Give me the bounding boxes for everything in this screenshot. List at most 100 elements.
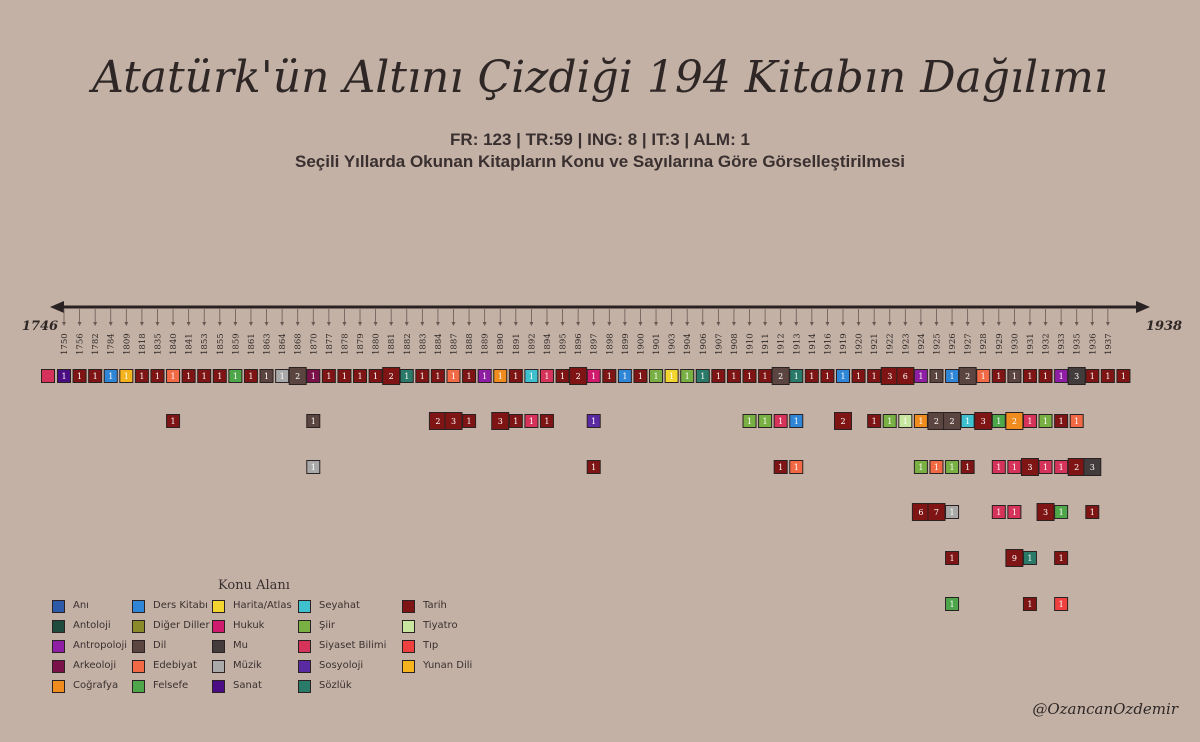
tile — [617, 369, 632, 383]
chart-subtitle: FR: 123 | TR:59 | ING: 8 | IT:3 | ALM: 1 — [450, 130, 750, 149]
year-label: 1922 — [886, 333, 896, 355]
tile — [1067, 367, 1086, 385]
tile-count-label: 1 — [404, 372, 409, 381]
tile — [820, 369, 835, 383]
year-label: 1925 — [932, 333, 942, 355]
year-label: 1898 — [605, 333, 615, 355]
tile-count-label: 1 — [778, 463, 783, 472]
tile-count-label: 1 — [840, 372, 845, 381]
tile-count-label: 1 — [794, 417, 799, 426]
tile — [119, 369, 134, 383]
tile — [508, 414, 523, 428]
legend-label: Harita/Atlas — [233, 600, 292, 611]
year-tick-arrow — [1090, 322, 1095, 326]
year-label: 1863 — [263, 333, 273, 355]
legend-label: Sanat — [233, 680, 262, 691]
year-label: 1864 — [278, 333, 288, 355]
tile-count-label: 1 — [1059, 508, 1064, 517]
legend-swatch — [402, 660, 415, 673]
tile — [103, 369, 118, 383]
tile-count-label: 1 — [996, 372, 1001, 381]
tile — [991, 505, 1006, 519]
year-tick-arrow — [171, 322, 176, 326]
legend-label: Mu — [233, 640, 248, 651]
tile — [773, 414, 788, 428]
year-label: 1888 — [465, 333, 475, 355]
tile-count-label: 1 — [139, 372, 144, 381]
year-tick-arrow — [669, 322, 674, 326]
year-label: 1897 — [590, 333, 600, 355]
year-label: 1750 — [60, 333, 70, 355]
axis-end-label: 1938 — [1146, 319, 1182, 334]
tile — [166, 369, 181, 383]
year-label: 1932 — [1042, 333, 1052, 355]
tile — [586, 414, 601, 428]
year-label: 1859 — [231, 333, 241, 355]
year-tick-arrow — [482, 322, 487, 326]
year-label: 1840 — [169, 333, 179, 355]
tile — [958, 367, 977, 385]
tile — [789, 414, 804, 428]
tile-count-label: 1 — [264, 372, 269, 381]
year-label: 1894 — [543, 333, 553, 355]
tile — [758, 369, 773, 383]
year-label: 1891 — [512, 333, 522, 355]
year-label: 1818 — [138, 333, 148, 355]
tile-count-label: 1 — [1012, 508, 1017, 517]
year-label: 1919 — [839, 333, 849, 355]
legend-label: Coğrafya — [73, 680, 119, 691]
tile — [1038, 414, 1053, 428]
tile — [929, 369, 944, 383]
tile-count-label: 1 — [155, 372, 160, 381]
tile-count-label: 1 — [950, 463, 955, 472]
legend-swatch — [298, 680, 311, 693]
tile — [166, 414, 181, 428]
tile — [789, 369, 804, 383]
year-tick-arrow — [576, 322, 581, 326]
year-label: 1889 — [481, 333, 491, 355]
year-label: 1921 — [870, 333, 880, 355]
tile-count-label: 1 — [202, 372, 207, 381]
tile-count-label: 1 — [233, 372, 238, 381]
tile — [508, 369, 523, 383]
tile — [991, 460, 1006, 474]
tile-count-label: 1 — [544, 372, 549, 381]
tile-count-label: 1 — [872, 372, 877, 381]
year-label: 1929 — [995, 333, 1005, 355]
tile — [288, 367, 307, 385]
tile — [602, 369, 617, 383]
tile — [726, 369, 741, 383]
year-tick-arrow — [373, 322, 378, 326]
tile-count-label: 1 — [529, 372, 534, 381]
tile — [882, 414, 897, 428]
legend-label: Seyahat — [319, 600, 360, 611]
year-tick-arrow — [1059, 322, 1064, 326]
tile — [695, 369, 710, 383]
tile-count-label: 1 — [763, 372, 768, 381]
year-label: 1903 — [668, 333, 678, 355]
year-tick-arrow — [1105, 322, 1110, 326]
year-tick-arrow — [280, 322, 285, 326]
tile-count-label: 2 — [1074, 463, 1079, 472]
tile — [57, 369, 71, 383]
tile — [867, 369, 882, 383]
legend-swatch — [212, 680, 225, 693]
legend-label: Edebiyat — [153, 660, 197, 671]
tile-count-label: 1 — [918, 463, 923, 472]
tile-count-label: 1 — [1090, 508, 1095, 517]
legend-swatch — [132, 600, 145, 613]
tile-count-label: 1 — [700, 372, 705, 381]
year-tick-arrow — [467, 322, 472, 326]
year-label: 1927 — [964, 333, 974, 355]
tile-count-label: 2 — [435, 417, 440, 426]
year-tick-arrow — [685, 322, 690, 326]
year-tick-arrow — [295, 322, 300, 326]
tile-count-label: 1 — [934, 372, 939, 381]
axis-arrow-right — [1136, 301, 1150, 313]
year-tick-arrow — [903, 322, 908, 326]
tile-count-label: 1 — [217, 372, 222, 381]
tile-count-label: 1 — [638, 372, 643, 381]
legend-swatch — [402, 600, 415, 613]
tile-count-label: 3 — [981, 417, 986, 426]
tile-count-label: 1 — [544, 417, 549, 426]
